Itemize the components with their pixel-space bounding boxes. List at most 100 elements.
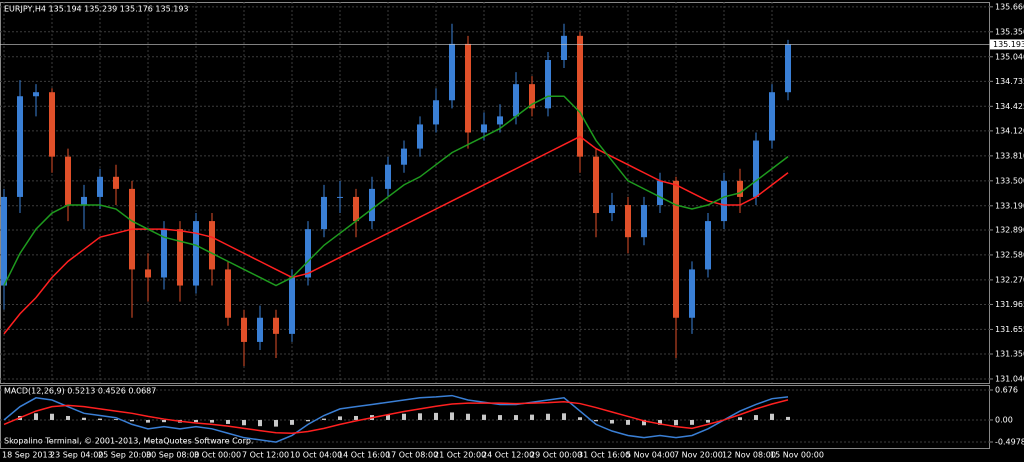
y-tick-label: 134.120 bbox=[995, 126, 1024, 135]
y-tick-label: 131.655 bbox=[995, 325, 1024, 334]
candle-body bbox=[481, 124, 487, 133]
x-tick-label: 31 Oct 16:00 bbox=[578, 451, 630, 460]
histogram-bar bbox=[610, 419, 614, 424]
candle-body bbox=[737, 180, 743, 197]
histogram-bar bbox=[546, 413, 550, 420]
candle-body bbox=[353, 196, 359, 222]
candle-body bbox=[769, 92, 775, 141]
candle-body bbox=[673, 180, 679, 318]
candle-body bbox=[449, 43, 455, 101]
histogram-bar bbox=[466, 413, 470, 420]
x-tick-label: 7 Oct 12:00 bbox=[242, 451, 289, 460]
last-price-box bbox=[990, 39, 1024, 50]
candle-body bbox=[785, 44, 791, 93]
candle-body bbox=[65, 156, 71, 205]
histogram-bar bbox=[354, 415, 358, 420]
histogram-bar bbox=[530, 414, 534, 420]
x-tick-label: 3 Oct 00:00 bbox=[194, 451, 241, 460]
candle-body bbox=[241, 317, 247, 342]
y-tick-label: 135.040 bbox=[995, 52, 1024, 61]
candle-body bbox=[337, 196, 343, 198]
candle-body bbox=[209, 221, 215, 270]
histogram-bar bbox=[50, 413, 54, 420]
candle-body bbox=[161, 229, 167, 278]
candle-body bbox=[753, 140, 759, 197]
candle-body bbox=[289, 277, 295, 334]
histogram-bar bbox=[98, 418, 102, 420]
candle-body bbox=[609, 204, 615, 214]
candle-body bbox=[33, 92, 39, 97]
macd-line bbox=[3, 399, 789, 434]
candle-body bbox=[401, 148, 407, 165]
y-tick-label: 132.890 bbox=[995, 225, 1024, 234]
y-tick-label: 131.040 bbox=[995, 374, 1024, 383]
candle-body bbox=[513, 84, 519, 117]
candle-body bbox=[97, 176, 103, 197]
macd-frame bbox=[0, 385, 990, 449]
candle-body bbox=[81, 196, 87, 205]
candle-body bbox=[145, 269, 151, 278]
histogram-bar bbox=[498, 415, 502, 420]
histogram-bar bbox=[258, 419, 262, 427]
histogram-bar bbox=[562, 413, 566, 420]
candle-body bbox=[529, 84, 535, 109]
candle-body bbox=[177, 229, 183, 286]
histogram-bar bbox=[626, 419, 630, 425]
candle-body bbox=[721, 180, 727, 222]
x-tick-label: 21 Oct 20:00 bbox=[434, 451, 486, 460]
y-tick-label: 131.965 bbox=[995, 300, 1024, 309]
x-tick-label: 30 Sep 08:00 bbox=[146, 451, 199, 460]
moving-average bbox=[3, 95, 789, 287]
histogram-bar bbox=[434, 412, 438, 420]
candle-body bbox=[305, 229, 311, 278]
histogram-bar bbox=[34, 413, 38, 420]
candle-body bbox=[369, 188, 375, 222]
candle-body bbox=[705, 221, 711, 270]
y-tick-label: 132.580 bbox=[995, 250, 1024, 259]
x-tick-label: 18 Sep 2013 bbox=[2, 451, 53, 460]
x-tick-label: 23 Sep 04:00 bbox=[50, 451, 103, 460]
histogram-bar bbox=[450, 412, 454, 420]
histogram-bar bbox=[194, 419, 198, 423]
histogram-bar bbox=[66, 415, 70, 420]
x-tick-label: 25 Sep 20:00 bbox=[98, 451, 151, 460]
x-tick-label: 29 Oct 00:00 bbox=[530, 451, 582, 460]
y-tick-label: 131.350 bbox=[995, 350, 1024, 359]
candle-body bbox=[641, 204, 647, 238]
histogram-bar bbox=[402, 413, 406, 420]
y-tick-label: 133.190 bbox=[995, 201, 1024, 210]
candle-body bbox=[225, 269, 231, 318]
candle-body bbox=[1, 196, 7, 286]
x-tick-label: 14 Oct 16:00 bbox=[338, 451, 390, 460]
histogram-bar bbox=[242, 419, 246, 426]
x-tick-label: 15 Nov 00:00 bbox=[770, 451, 824, 460]
histogram-bar bbox=[754, 415, 758, 420]
y-tick-label: 135.660 bbox=[995, 2, 1024, 11]
histogram-bar bbox=[338, 416, 342, 420]
candle-body bbox=[113, 176, 119, 189]
y-tick-label: 0.676 bbox=[995, 386, 1018, 395]
y-tick-label: 133.500 bbox=[995, 176, 1024, 185]
moving-average bbox=[3, 135, 789, 335]
y-tick-label: 133.810 bbox=[995, 151, 1024, 160]
y-tick-label: 135.350 bbox=[995, 27, 1024, 36]
histogram-bar bbox=[738, 417, 742, 420]
histogram-bar bbox=[386, 414, 390, 420]
histogram-bar bbox=[274, 419, 278, 427]
histogram-bar bbox=[674, 419, 678, 426]
candle-body bbox=[433, 100, 439, 125]
histogram-bar bbox=[418, 413, 422, 420]
candle-body bbox=[561, 35, 567, 60]
candle-body bbox=[257, 317, 263, 342]
histogram-bar bbox=[290, 419, 294, 425]
histogram-bar bbox=[706, 419, 710, 423]
histogram-bar bbox=[82, 417, 86, 420]
candle-body bbox=[545, 59, 551, 109]
x-tick-label: 24 Oct 12:00 bbox=[482, 451, 534, 460]
x-tick-label: 12 Nov 08:00 bbox=[722, 451, 776, 460]
histogram-bar bbox=[658, 419, 662, 425]
histogram-bar bbox=[162, 419, 166, 423]
x-tick-label: 17 Oct 08:00 bbox=[386, 451, 438, 460]
candle-body bbox=[625, 204, 631, 238]
candle-body bbox=[497, 116, 503, 125]
